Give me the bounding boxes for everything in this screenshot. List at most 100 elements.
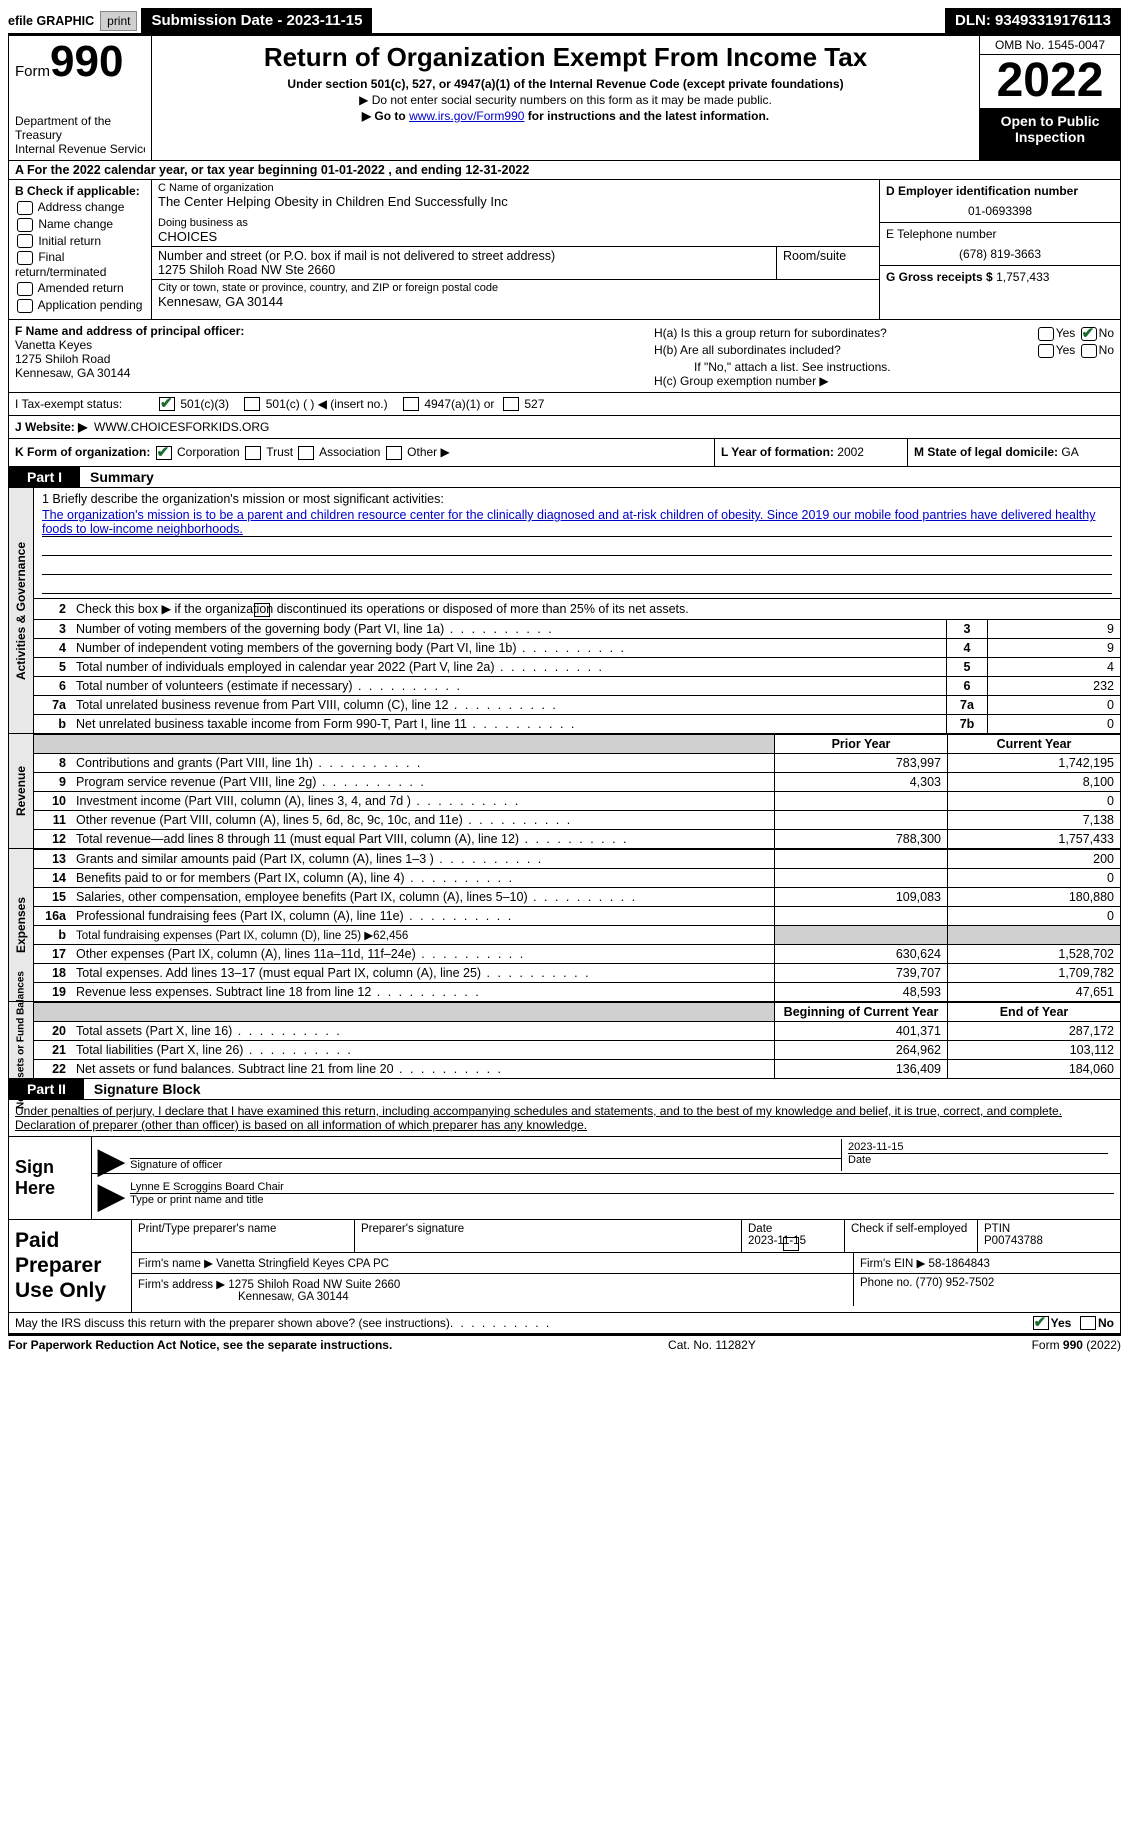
line-num: 16a — [34, 906, 70, 925]
firm-name-cell: Firm's name ▶ Vanetta Stringfield Keyes … — [132, 1253, 854, 1273]
chk-527[interactable] — [503, 397, 519, 411]
opt-4947: 4947(a)(1) or — [424, 397, 494, 411]
self-employed-check[interactable] — [783, 1237, 799, 1251]
row-klm: K Form of organization: Corporation Trus… — [8, 439, 1121, 467]
prep-row-2: Firm's name ▶ Vanetta Stringfield Keyes … — [132, 1253, 1120, 1274]
chk-amended[interactable]: Amended return — [15, 281, 145, 296]
opt-501c: 501(c) ( ) ◀ (insert no.) — [266, 397, 388, 411]
l-value: 2002 — [837, 445, 864, 459]
line-curr: 7,138 — [948, 810, 1121, 829]
form-title: Return of Organization Exempt From Incom… — [156, 42, 975, 73]
line-2-check[interactable] — [254, 603, 270, 617]
hdr-prior: Prior Year — [775, 734, 948, 753]
chk-name-change[interactable]: Name change — [15, 217, 145, 232]
line-desc: Grants and similar amounts paid (Part IX… — [70, 849, 775, 868]
chk-pending[interactable]: Application pending — [15, 298, 145, 313]
opt-501c3: 501(c)(3) — [180, 397, 229, 411]
print-button[interactable]: print — [100, 11, 137, 31]
line-prior — [775, 810, 948, 829]
blank-line-1 — [42, 537, 1112, 556]
column-b: B Check if applicable: Address change Na… — [9, 180, 152, 319]
sig-date: 2023-11-15 — [848, 1141, 1108, 1153]
vtab-na-label: Net Assets or Fund Balances — [16, 971, 27, 1109]
dba-value: CHOICES — [158, 229, 873, 244]
sig-arrow-1: ▶ — [98, 1151, 124, 1171]
line-curr: 8,100 — [948, 772, 1121, 791]
line-2: 2 Check this box ▶ if the organization d… — [34, 599, 1120, 620]
exp-line-13: 13 Grants and similar amounts paid (Part… — [34, 849, 1120, 868]
col-f: F Name and address of principal officer:… — [9, 320, 648, 392]
chk-4947[interactable] — [403, 397, 419, 411]
gov-line-6: 6 Total number of volunteers (estimate i… — [34, 676, 1120, 695]
line-box: 5 — [947, 657, 988, 676]
ptin-label: PTIN — [984, 1223, 1010, 1235]
part-i-label: Part I — [9, 467, 80, 487]
rev-line-11: 11 Other revenue (Part VIII, column (A),… — [34, 810, 1120, 829]
line-curr-grey — [948, 925, 1121, 944]
hb-no[interactable] — [1081, 344, 1097, 358]
na-table: Beginning of Current Year End of Year 20… — [34, 1002, 1120, 1078]
chk-address-change[interactable]: Address change — [15, 200, 145, 215]
dept-label: Department of the Treasury — [15, 114, 145, 142]
form-subtitle: Under section 501(c), 527, or 4947(a)(1)… — [156, 77, 975, 91]
chk-trust[interactable] — [245, 446, 261, 460]
chk-corp[interactable] — [156, 446, 172, 460]
rev-inner: Prior Year Current Year 8 Contributions … — [34, 734, 1120, 848]
rev-line-10: 10 Investment income (Part VIII, column … — [34, 791, 1120, 810]
prep-right: Print/Type preparer's name Preparer's si… — [132, 1220, 1120, 1312]
irs-link[interactable]: www.irs.gov/Form990 — [409, 109, 524, 123]
line-num: 8 — [34, 753, 70, 772]
chk-501c[interactable] — [244, 397, 260, 411]
prep-check-label: Check if self-employed — [851, 1223, 967, 1235]
k-trust: Trust — [266, 445, 293, 459]
line-desc: Other expenses (Part IX, column (A), lin… — [70, 944, 775, 963]
exp-line-15: 15 Salaries, other compensation, employe… — [34, 887, 1120, 906]
discuss-no[interactable] — [1080, 1316, 1096, 1330]
line-desc: Number of independent voting members of … — [70, 638, 947, 657]
chk-assoc[interactable] — [298, 446, 314, 460]
tax-year: 2022 — [980, 55, 1120, 109]
sign-right: ▶ Signature of officer 2023-11-15 Date ▶… — [92, 1137, 1120, 1219]
perjury-text: Under penalties of perjury, I declare th… — [8, 1100, 1121, 1137]
efile-label: efile GRAPHIC — [8, 14, 94, 28]
line-curr: 0 — [948, 906, 1121, 925]
ha-yes[interactable] — [1038, 327, 1054, 341]
hb-yes[interactable] — [1038, 344, 1054, 358]
ha-no[interactable] — [1081, 327, 1097, 341]
line-prior: 783,997 — [775, 753, 948, 772]
vtab-governance: Activities & Governance — [9, 488, 34, 733]
mission-q: 1 Briefly describe the organization's mi… — [42, 492, 1112, 506]
blank-line-3 — [42, 575, 1112, 594]
line-num: 5 — [34, 657, 70, 676]
line-num: 14 — [34, 868, 70, 887]
chk-final[interactable]: Final return/terminated — [15, 250, 145, 279]
rev-line-8: 8 Contributions and grants (Part VIII, l… — [34, 753, 1120, 772]
no-label: No — [1099, 326, 1114, 340]
line-desc: Total number of volunteers (estimate if … — [70, 676, 947, 695]
na-line-20: 20 Total assets (Part X, line 16) 401,37… — [34, 1021, 1120, 1040]
line-curr: 180,880 — [948, 887, 1121, 906]
chk-501c3[interactable] — [159, 397, 175, 411]
exp-line-14: 14 Benefits paid to or for members (Part… — [34, 868, 1120, 887]
line-desc: Total liabilities (Part X, line 26) — [70, 1040, 775, 1059]
line-2-desc: Check this box ▶ if the organization dis… — [76, 602, 689, 616]
gross-cell: G Gross receipts $ 1,757,433 — [880, 266, 1120, 288]
na-hdr-blank2 — [70, 1002, 775, 1021]
f-label: F Name and address of principal officer: — [15, 324, 244, 338]
line-val: 232 — [988, 676, 1121, 695]
city-value: Kennesaw, GA 30144 — [158, 294, 873, 309]
chk-initial[interactable]: Initial return — [15, 234, 145, 249]
officer-sig-cell: Signature of officer — [130, 1142, 841, 1171]
line-num: 21 — [34, 1040, 70, 1059]
open-to-public: Open to Public Inspection — [980, 109, 1120, 160]
m-cell: M State of legal domicile: GA — [907, 439, 1120, 466]
line-begin: 264,962 — [775, 1040, 948, 1059]
na-inner: Beginning of Current Year End of Year 20… — [34, 1002, 1120, 1078]
chk-other[interactable] — [386, 446, 402, 460]
perjury-content: Under penalties of perjury, I declare th… — [15, 1104, 1062, 1132]
h-b: H(b) Are all subordinates included? Yes … — [654, 343, 1114, 358]
line-num: 3 — [34, 619, 70, 638]
line-box: 7b — [947, 714, 988, 733]
discuss-yes[interactable] — [1033, 1316, 1049, 1330]
firm-name-label: Firm's name ▶ — [138, 1258, 213, 1270]
